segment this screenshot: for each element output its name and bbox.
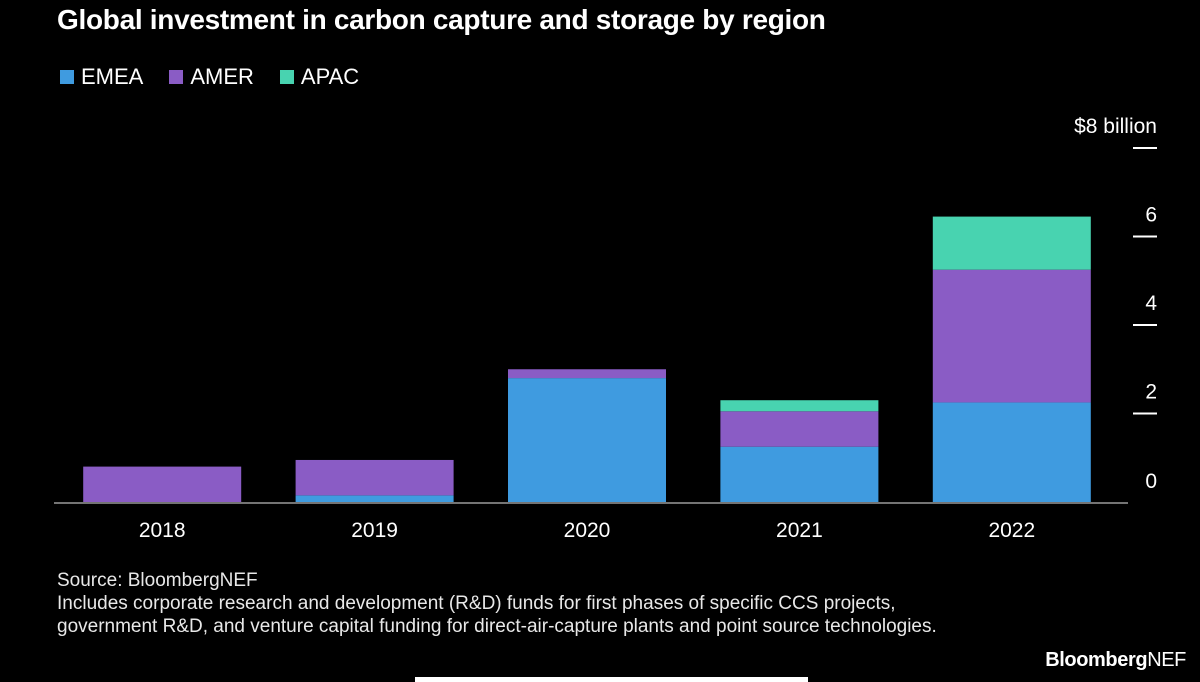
legend-label-amer: AMER	[190, 64, 254, 89]
chart-title: Global investment in carbon capture and …	[57, 4, 826, 35]
bar-apac-2022	[932, 216, 1091, 270]
legend-swatch-apac	[279, 70, 294, 84]
legend-swatch-emea	[60, 70, 74, 84]
legend-item-amer: AMER	[169, 64, 254, 90]
y-tick-label-4: 4	[1145, 292, 1157, 315]
bar-amer-2019	[295, 459, 454, 496]
bar-amer-2021	[720, 411, 879, 447]
bar-emea-2020	[508, 378, 666, 502]
bottom-bar	[415, 677, 808, 682]
legend-label-apac: APAC	[300, 64, 360, 89]
legend-item-emea: EMEA	[60, 64, 143, 90]
bar-amer-2022	[932, 269, 1091, 403]
brand-logo: BloombergNEF	[1045, 649, 1186, 672]
y-tick-label-2: 2	[1145, 381, 1157, 404]
x-tick-label-2018: 2018	[139, 519, 186, 542]
source-note: Source: BloombergNEF	[57, 570, 258, 591]
x-tick-label-2021: 2021	[776, 519, 823, 542]
y-tick-label-0: 0	[1145, 470, 1157, 493]
bar-amer-2018	[83, 466, 242, 502]
bar-amer-2020	[508, 369, 666, 379]
brand-bold: Bloomberg	[1045, 649, 1148, 671]
bar-emea-2019	[295, 495, 454, 502]
bar-emea-2021	[720, 446, 879, 502]
bar-apac-2021	[720, 400, 879, 412]
legend: EMEA AMER APAC	[60, 64, 385, 90]
y-tick-label-8: $8 billion	[1074, 115, 1157, 138]
x-tick-label-2019: 2019	[351, 519, 398, 542]
chart-notes: Source: BloombergNEF Includes corporate …	[57, 569, 937, 638]
brand-light: NEF	[1147, 649, 1186, 671]
x-tick-label-2022: 2022	[988, 519, 1035, 542]
legend-swatch-amer	[169, 70, 184, 84]
description-note: Includes corporate research and developm…	[57, 593, 937, 637]
legend-item-apac: APAC	[279, 64, 360, 90]
bar-emea-2022	[932, 402, 1091, 502]
legend-label-emea: EMEA	[81, 64, 144, 89]
x-tick-label-2020: 2020	[564, 519, 611, 542]
y-tick-label-6: 6	[1145, 204, 1157, 227]
